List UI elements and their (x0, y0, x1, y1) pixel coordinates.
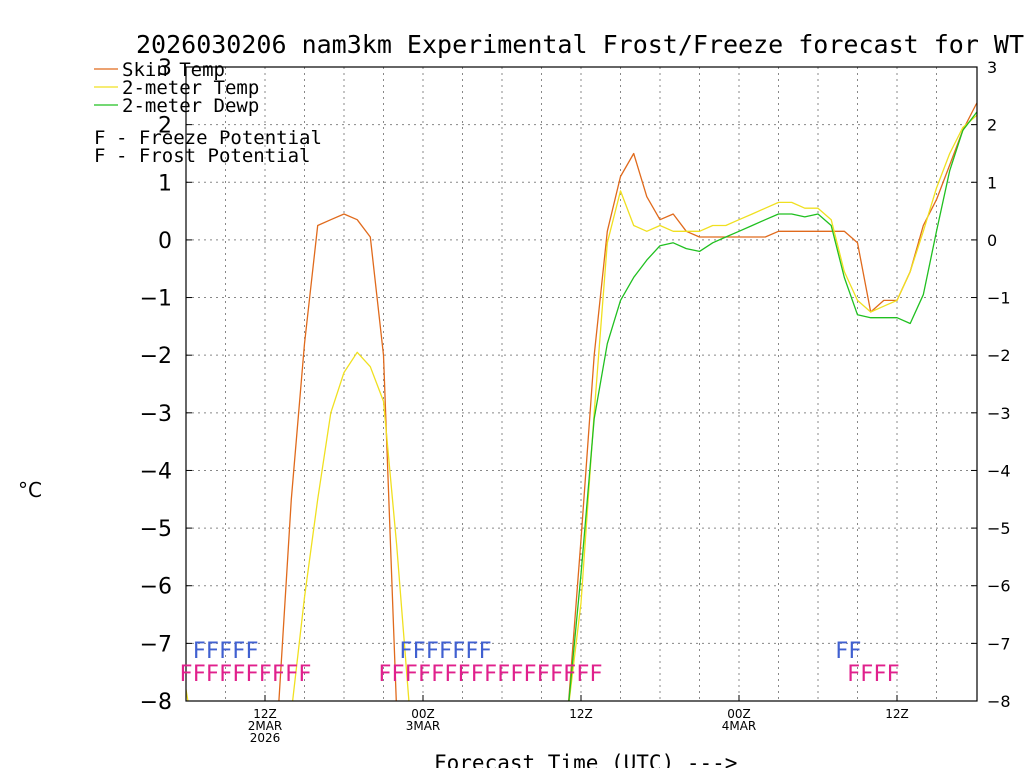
y-tick-label-left: 0 (158, 229, 172, 254)
y-axis-right: −8 −7 −6 −5 −4 −3 −2 −1 0 1 2 3 (971, 58, 1011, 711)
series-2-meter-dewp-line (568, 111, 977, 701)
y-tick-label-right: 1 (987, 173, 997, 192)
y-tick-label-right: −8 (987, 692, 1011, 711)
chart-title: 2026030206 nam3km Experimental Frost/Fre… (136, 30, 1024, 59)
y-tick-label-left: −5 (140, 517, 172, 542)
x-tick-label: 4MAR (722, 719, 757, 733)
y-tick-label-left: −7 (140, 632, 172, 657)
x-tick-label: 00Z (411, 707, 435, 721)
freeze-potential-row: FFFF (847, 662, 900, 687)
y-tick-label-left: −1 (140, 287, 172, 312)
freeze-potential-row: FFFFFFFFFFFFFFFFF (378, 662, 602, 687)
x-tick-label: 12Z (885, 707, 909, 721)
x-tick-label: 2MAR (248, 719, 283, 733)
frost-potential-row: FFFFF (193, 639, 259, 664)
series-skin-temp-line (278, 101, 977, 701)
y-tick-label-right: −6 (987, 577, 1011, 596)
legend-marker-letter: F (94, 145, 105, 167)
y-tick-label-left: −2 (140, 344, 172, 369)
y-tick-label-right: −2 (987, 346, 1011, 365)
y-tick-label-left: −4 (140, 459, 172, 484)
series-2-meter-temp-line (186, 113, 977, 701)
legend-label: 2-meter Temp (122, 77, 259, 99)
y-tick-label-left: 1 (158, 171, 172, 196)
y-tick-label-right: −5 (987, 519, 1011, 538)
y-tick-label-right: 3 (987, 58, 997, 77)
y-tick-label-right: 0 (987, 231, 997, 250)
y-tick-label-left: −3 (140, 402, 172, 427)
y-tick-label-left: 3 (158, 56, 172, 81)
legend-label: 2-meter Dewp (122, 95, 259, 117)
y-axis-label: °C (18, 478, 42, 502)
y-tick-label-right: −4 (987, 461, 1011, 480)
series-layer (186, 101, 977, 701)
frost-potential-row: FF (835, 639, 861, 664)
legend-label: Skin Temp (122, 59, 225, 81)
y-tick-label-left: −6 (140, 575, 172, 600)
y-tick-label-left: 2 (158, 114, 172, 139)
y-tick-label-left: −8 (140, 690, 172, 715)
x-tick-label: 2026 (250, 731, 281, 745)
frost-potential-row: FFFFFFF (399, 639, 491, 664)
freeze-potential-row: FFFFFFFFFF (179, 662, 311, 687)
x-axis-label: Forecast Time (UTC) ---> (434, 751, 737, 768)
y-tick-label-right: 2 (987, 116, 997, 135)
frost-freeze-markers: FFFFF FFFFFFF FFFFFFFFFFFF FFFFFFFFFFFFFFFF… (179, 639, 899, 687)
x-tick-label: 12Z (569, 707, 593, 721)
y-axis-left: −8 −7 −6 −5 −4 −3 −2 −1 0 1 2 3 (140, 56, 192, 715)
legend-marker-label: - Freeze Potential (116, 127, 322, 149)
y-tick-label-right: −3 (987, 404, 1011, 423)
y-tick-label-right: −1 (987, 289, 1011, 308)
series-group (186, 101, 977, 701)
x-tick-label: 3MAR (406, 719, 441, 733)
y-tick-label-right: −7 (987, 634, 1011, 653)
legend-marker-label: - Frost Potential (116, 145, 310, 167)
x-tick-label: 12Z (253, 707, 277, 721)
x-tick-label: 00Z (727, 707, 751, 721)
legend-marker-letter: F (94, 127, 105, 149)
